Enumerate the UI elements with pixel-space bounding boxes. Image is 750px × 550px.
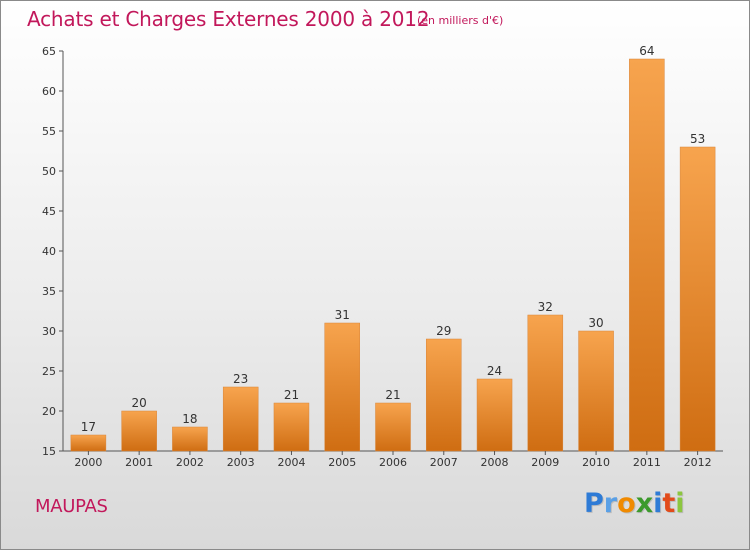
bar xyxy=(426,338,462,452)
bar-value-label: 20 xyxy=(132,396,147,410)
logo-letter: x xyxy=(635,488,654,519)
bar-value-label: 64 xyxy=(639,44,654,58)
y-tick-label: 40 xyxy=(42,245,56,258)
bar-value-label: 32 xyxy=(538,300,553,314)
x-tick-label: 2000 xyxy=(74,456,102,469)
bar xyxy=(629,58,665,452)
logo-letter: o xyxy=(617,488,636,519)
bar-value-label: 18 xyxy=(182,412,197,426)
x-tick-label: 2008 xyxy=(481,456,509,469)
y-tick-label: 55 xyxy=(42,125,56,138)
y-tick-label: 35 xyxy=(42,285,56,298)
bar-value-label: 23 xyxy=(233,372,248,386)
bar xyxy=(679,146,716,452)
x-tick-label: 2005 xyxy=(328,456,356,469)
bar xyxy=(70,434,107,452)
logo-letter: r xyxy=(603,488,618,519)
logo-letter: P xyxy=(584,488,604,519)
logo-letter: i xyxy=(675,488,685,519)
y-tick-label: 45 xyxy=(42,205,56,218)
bar xyxy=(121,410,157,452)
bar xyxy=(476,378,513,452)
bar-value-label: 21 xyxy=(385,388,400,402)
bar xyxy=(222,386,259,452)
logo-letter: i xyxy=(653,488,663,519)
bar-value-label: 31 xyxy=(335,308,350,322)
bar xyxy=(172,426,208,452)
x-tick-label: 2001 xyxy=(125,456,153,469)
x-tick-label: 2010 xyxy=(582,456,610,469)
y-tick-label: 15 xyxy=(42,445,56,458)
x-tick-label: 2011 xyxy=(633,456,661,469)
x-tick-label: 2009 xyxy=(531,456,559,469)
x-tick-label: 2007 xyxy=(430,456,458,469)
bar xyxy=(324,322,360,452)
bar-value-label: 29 xyxy=(436,324,451,338)
x-tick-label: 2003 xyxy=(227,456,255,469)
bar-value-label: 53 xyxy=(690,132,705,146)
y-tick-label: 20 xyxy=(42,405,56,418)
y-tick-label: 30 xyxy=(42,325,56,338)
bar-value-label: 24 xyxy=(487,364,502,378)
bar xyxy=(375,402,411,452)
place-name: MAUPAS xyxy=(35,496,108,517)
x-tick-label: 2004 xyxy=(277,456,305,469)
chart-title: Achats et Charges Externes 2000 à 2012 xyxy=(27,7,430,31)
chart-subtitle: (en milliers d'€) xyxy=(417,14,504,27)
bar xyxy=(273,402,310,452)
bar xyxy=(578,330,614,452)
bar-value-label: 21 xyxy=(284,388,299,402)
x-tick-label: 2012 xyxy=(684,456,712,469)
logo-letter: t xyxy=(662,488,676,519)
y-tick-label: 50 xyxy=(42,165,56,178)
y-tick-label: 25 xyxy=(42,365,56,378)
proxiti-logo[interactable]: Proxiti xyxy=(584,488,685,519)
y-tick-label: 60 xyxy=(42,85,56,98)
bar-value-label: 17 xyxy=(81,420,96,434)
bar-value-label: 30 xyxy=(588,316,603,330)
y-tick-label: 65 xyxy=(42,45,56,58)
x-tick-label: 2006 xyxy=(379,456,407,469)
bar xyxy=(527,314,564,452)
x-tick-label: 2002 xyxy=(176,456,204,469)
